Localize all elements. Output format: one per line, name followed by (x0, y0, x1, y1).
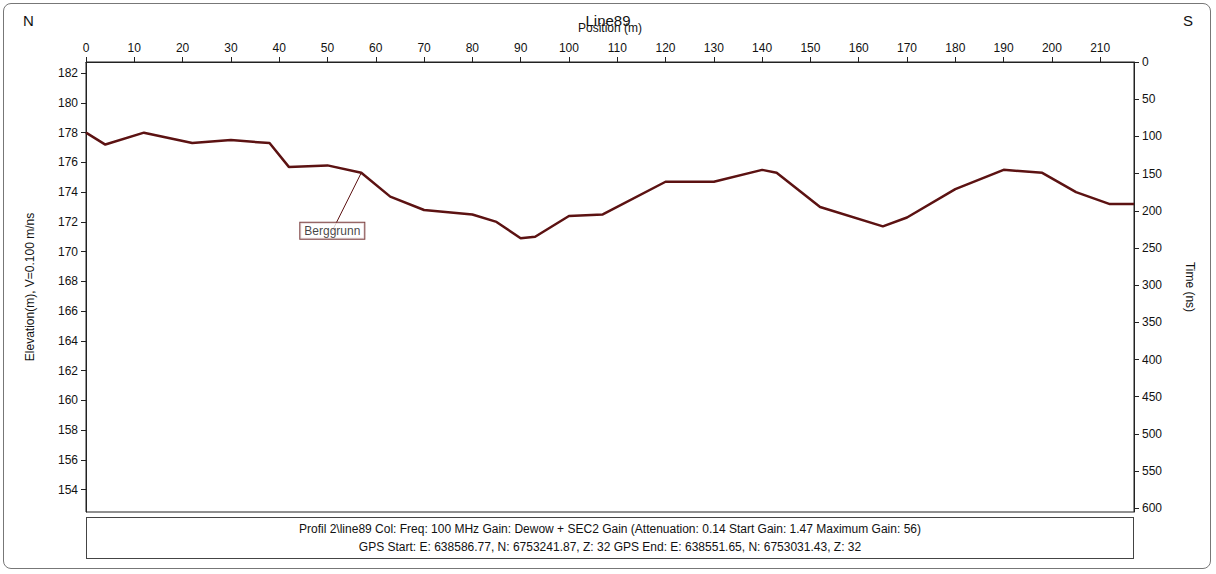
svg-text:170: 170 (897, 41, 917, 55)
svg-text:162: 162 (58, 364, 78, 378)
svg-text:50: 50 (1142, 92, 1156, 106)
html-text:GPS Start: E: 638586.77, N: 67: GPS Start: E: 638586.77, N: 6753241.87, … (358, 540, 862, 554)
svg-text:400: 400 (1142, 353, 1162, 367)
svg-text:70: 70 (417, 41, 431, 55)
svg-text:350: 350 (1142, 315, 1162, 329)
svg-text:100: 100 (559, 41, 579, 55)
svg-text:174: 174 (58, 185, 78, 199)
svg-text:154: 154 (58, 483, 78, 497)
svg-text:172: 172 (58, 215, 78, 229)
svg-text:160: 160 (849, 41, 869, 55)
svg-text:180: 180 (945, 41, 965, 55)
svg-text:156: 156 (58, 453, 78, 467)
html-text:Profil 2\line89 Col: Freq: 100: Profil 2\line89 Col: Freq: 100 MHz Gain:… (299, 522, 921, 536)
svg-text:0: 0 (1142, 55, 1149, 69)
svg-text:0: 0 (83, 41, 90, 55)
svg-text:210: 210 (1090, 41, 1110, 55)
svg-text:100: 100 (1142, 129, 1162, 143)
svg-text:130: 130 (704, 41, 724, 55)
svg-text:S: S (1183, 12, 1193, 29)
svg-text:200: 200 (1042, 41, 1062, 55)
svg-text:50: 50 (321, 41, 335, 55)
svg-text:600: 600 (1142, 501, 1162, 515)
svg-text:150: 150 (800, 41, 820, 55)
svg-text:Line89: Line89 (585, 12, 630, 29)
svg-text:140: 140 (752, 41, 772, 55)
svg-text:40: 40 (273, 41, 287, 55)
svg-text:250: 250 (1142, 241, 1162, 255)
svg-text:180: 180 (58, 96, 78, 110)
svg-text:166: 166 (58, 304, 78, 318)
svg-text:176: 176 (58, 155, 78, 169)
svg-text:178: 178 (58, 126, 78, 140)
svg-text:60: 60 (369, 41, 383, 55)
svg-text:N: N (23, 12, 34, 29)
svg-text:168: 168 (58, 274, 78, 288)
svg-text:Elevation(m), V=0.100 m/ns: Elevation(m), V=0.100 m/ns (23, 213, 37, 361)
svg-text:30: 30 (224, 41, 238, 55)
svg-text:158: 158 (58, 423, 78, 437)
svg-text:150: 150 (1142, 167, 1162, 181)
svg-text:20: 20 (176, 41, 190, 55)
svg-text:110: 110 (608, 41, 627, 55)
svg-text:300: 300 (1142, 278, 1162, 292)
svg-text:450: 450 (1142, 390, 1162, 404)
svg-text:Time (ns): Time (ns) (1183, 262, 1197, 312)
svg-text:90: 90 (514, 41, 528, 55)
svg-text:170: 170 (58, 245, 78, 259)
svg-text:80: 80 (466, 41, 480, 55)
svg-text:10: 10 (128, 41, 142, 55)
svg-text:160: 160 (58, 393, 78, 407)
svg-text:164: 164 (58, 334, 78, 348)
svg-text:550: 550 (1142, 464, 1162, 478)
svg-text:120: 120 (656, 41, 676, 55)
svg-text:182: 182 (58, 66, 78, 80)
svg-text:200: 200 (1142, 204, 1162, 218)
svg-text:500: 500 (1142, 427, 1162, 441)
svg-text:Berggrunn: Berggrunn (304, 224, 360, 238)
svg-text:190: 190 (994, 41, 1014, 55)
